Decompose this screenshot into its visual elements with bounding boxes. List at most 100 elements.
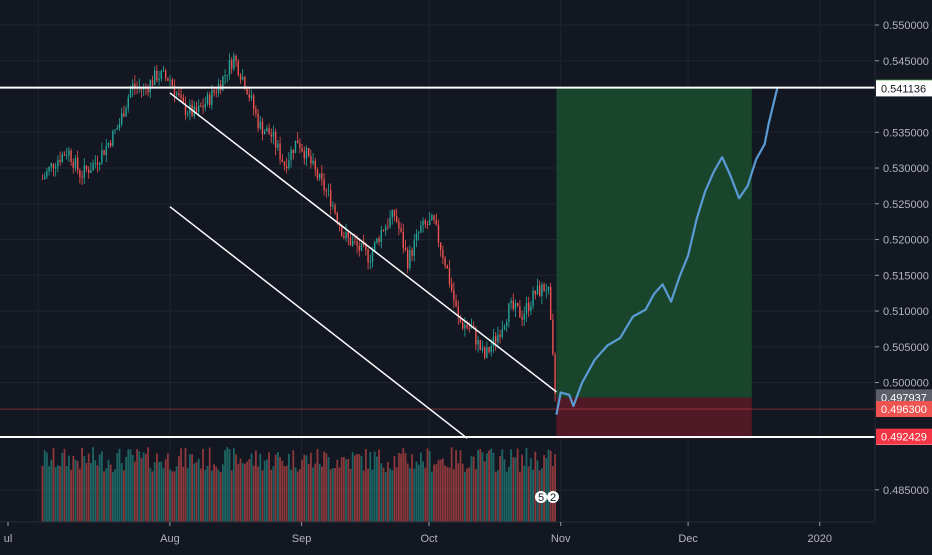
- volume-bar: [85, 463, 88, 522]
- candle-body: [554, 354, 556, 394]
- volume-bar: [503, 459, 506, 522]
- volume-bar: [186, 468, 189, 522]
- candle-body: [439, 242, 442, 251]
- volume-bar: [298, 469, 301, 522]
- candle-body: [76, 157, 79, 171]
- time-axis[interactable]: ul Aug Sep Oct Nov Dec 2020: [0, 521, 875, 550]
- volume-bar: [518, 471, 521, 522]
- volume-bar: [446, 466, 449, 522]
- volume-bar: [358, 454, 361, 522]
- volume-bar: [318, 464, 321, 522]
- candle-body: [494, 336, 497, 343]
- candle-body: [321, 173, 323, 180]
- volume-bar: [197, 458, 200, 522]
- volume-bar: [507, 466, 510, 522]
- price-badge-bg-3: [876, 401, 932, 418]
- volume-bar: [305, 455, 308, 522]
- volume-bar: [87, 453, 90, 522]
- position-tool[interactable]: [556, 87, 752, 439]
- candle-body: [118, 124, 121, 129]
- candle-body: [424, 220, 426, 225]
- volume-bar: [116, 453, 119, 522]
- volume-bar: [175, 466, 178, 522]
- volume-bar: [142, 452, 145, 522]
- volume-bar: [107, 459, 110, 522]
- volume-bars: [41, 447, 556, 522]
- event-badges[interactable]: 5 2: [535, 491, 559, 504]
- volume-bar: [514, 457, 517, 522]
- candle-body: [277, 143, 279, 148]
- candle-body: [299, 143, 301, 149]
- volume-bar: [129, 449, 132, 522]
- candle-body: [274, 132, 277, 148]
- candle-body: [184, 102, 187, 115]
- volume-bar: [257, 466, 259, 522]
- candle-body: [395, 216, 398, 222]
- candle-body: [362, 243, 365, 245]
- volume-bar: [67, 455, 70, 522]
- drawings[interactable]: [0, 86, 875, 439]
- candle-body: [450, 283, 453, 291]
- candle-body: [52, 163, 55, 169]
- volume-bar: [521, 454, 523, 522]
- candle-body: [380, 230, 382, 242]
- candle-body: [426, 224, 429, 226]
- event-badge-2[interactable]: 2: [550, 492, 556, 504]
- candle-body: [334, 205, 336, 213]
- event-badge-5[interactable]: 5: [538, 492, 544, 504]
- volume-bar: [265, 459, 268, 522]
- candle-body: [477, 340, 479, 345]
- candle-body: [538, 285, 541, 297]
- time-tick-label-0: ul: [4, 533, 13, 545]
- volume-bar: [479, 448, 482, 522]
- volume-bar: [307, 463, 310, 522]
- candle-body: [356, 241, 358, 246]
- channel-lower-line: [169, 206, 468, 439]
- volume-bar: [228, 449, 231, 522]
- event-badge-2-circle[interactable]: [547, 491, 559, 503]
- candle-body: [455, 300, 457, 307]
- volume-bar: [279, 457, 281, 522]
- event-badge-5-circle[interactable]: [535, 491, 547, 503]
- volume-bar: [164, 459, 167, 522]
- candle-body: [237, 61, 239, 76]
- price-axis[interactable]: 0.485000 0.500000 0.505000 0.510000 0.515000…: [874, 0, 932, 550]
- volume-bar: [166, 453, 169, 522]
- candle-body: [112, 130, 114, 146]
- volume-bar: [230, 470, 233, 522]
- candle-body: [312, 160, 314, 164]
- grid-lines: [0, 0, 875, 522]
- candle-body: [422, 220, 424, 226]
- volume-bar: [270, 469, 273, 522]
- candle-body: [376, 238, 378, 243]
- volume-bar: [382, 467, 385, 522]
- candle-body: [332, 205, 334, 207]
- candle-body: [545, 290, 547, 292]
- candle-body: [305, 147, 308, 159]
- volume-bar: [281, 460, 284, 522]
- volume-bar: [448, 467, 451, 522]
- candle-body: [470, 326, 473, 329]
- volume-bar: [252, 465, 255, 522]
- volume-bar: [52, 447, 55, 522]
- volume-bar: [204, 469, 207, 522]
- volume-bar: [171, 471, 174, 522]
- candle-body: [61, 154, 63, 162]
- volume-bar: [472, 456, 475, 522]
- candle-body: [79, 170, 81, 178]
- candle-body: [114, 129, 116, 131]
- volume-bar: [283, 466, 286, 522]
- profit-zone: [556, 87, 752, 398]
- volume-bar: [340, 457, 343, 522]
- candle-body: [101, 150, 103, 164]
- candle-body: [384, 226, 387, 231]
- volume-bar: [111, 471, 114, 522]
- volume-bar: [496, 470, 499, 522]
- candle-body: [354, 241, 356, 242]
- candle-body: [409, 249, 411, 269]
- volume-bar: [510, 449, 512, 522]
- volume-bar: [488, 450, 490, 522]
- candle-body: [307, 147, 310, 157]
- volume-bar: [393, 455, 396, 522]
